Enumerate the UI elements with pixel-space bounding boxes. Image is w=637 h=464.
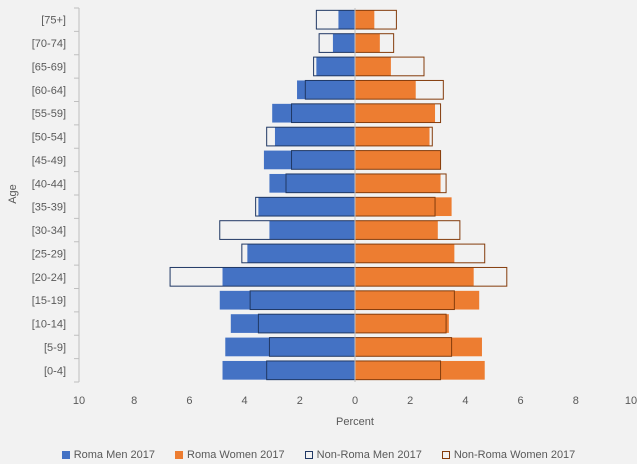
y-tick-label: [15-19]	[32, 295, 66, 307]
x-tick-label: 6	[186, 395, 192, 407]
legend-item-non-roma-women: Non-Roma Women 2017	[441, 449, 576, 461]
roma-women-2017-bar	[355, 33, 380, 53]
roma-men-2017-bar	[269, 173, 355, 193]
roma-men-2017-bar	[269, 220, 355, 240]
x-tick-label: 4	[242, 395, 248, 407]
x-tick-label: 0	[352, 395, 358, 407]
legend-label-roma-men: Roma Men 2017	[73, 449, 156, 461]
legend-item-non-roma-men: Non-Roma Men 2017	[304, 449, 422, 461]
roma-men-2017-bar	[225, 337, 355, 357]
y-tick-label: [25-29]	[32, 248, 66, 260]
legend-swatch-roma-women	[175, 451, 184, 459]
roma-women-2017-bar	[355, 290, 480, 310]
roma-women-2017-bar	[355, 267, 474, 287]
x-tick-label: 2	[297, 395, 303, 407]
roma-men-2017-bar	[258, 197, 355, 217]
x-tick-label: 6	[518, 395, 524, 407]
y-tick-label: [75+]	[41, 15, 66, 27]
y-axis: [0-4] [5-9] [10-14] [15-19] [20-24] [25-29] [3…	[32, 7, 80, 383]
y-tick-label: [45-49]	[32, 155, 66, 167]
y-tick-label: [35-39]	[32, 202, 66, 214]
y-tick-label: [65-69]	[32, 61, 66, 73]
roma-men-2017-bar	[222, 267, 355, 287]
x-axis-title: Percent	[336, 416, 374, 428]
roma-women-2017-bar	[355, 150, 441, 170]
roma-men-2017-bar	[230, 314, 355, 333]
roma-women-2017-bar	[355, 360, 485, 380]
legend-label-roma-women: Roma Women 2017	[187, 449, 285, 461]
legend-item-roma-women: Roma Women 2017	[175, 449, 285, 461]
roma-women-2017-bar	[355, 197, 452, 217]
x-tick-label: 8	[573, 395, 579, 407]
y-tick-label: [20-24]	[32, 272, 66, 284]
roma-women-2017-bar	[355, 80, 416, 100]
y-tick-label: [70-74]	[32, 38, 66, 50]
roma-men-2017-bar	[222, 360, 355, 380]
y-tick-label: [55-59]	[32, 108, 66, 120]
roma-women-2017-bar	[355, 314, 449, 333]
legend-item-roma-men: Roma Men 2017	[61, 449, 156, 461]
legend-swatch-non-roma-men	[304, 451, 313, 459]
legend-swatch-roma-men	[61, 451, 70, 459]
roma-men-2017-bar	[247, 244, 355, 263]
roma-men-2017-bar	[316, 57, 355, 76]
y-tick-label: [30-34]	[32, 225, 66, 237]
roma-men-2017-bar	[274, 127, 355, 146]
y-tick-label: [60-64]	[32, 85, 66, 97]
y-tick-label: [10-14]	[32, 319, 66, 331]
legend-swatch-non-roma-women	[441, 451, 450, 459]
roma-men-2017-bar	[338, 10, 355, 30]
x-tick-label: 10	[73, 395, 85, 407]
x-axis: 10 8 6 4 2 0 2 4 6 8 10	[73, 8, 637, 407]
roma-women-2017-bar	[355, 57, 391, 76]
y-tick-label: [40-44]	[32, 178, 66, 190]
legend-label-non-roma-men: Non-Roma Men 2017	[316, 449, 422, 461]
y-tick-label: [0-4]	[44, 365, 66, 377]
roma-men-2017-bar	[272, 103, 355, 123]
chart-legend: Roma Men 2017 Roma Women 2017 Non-Roma M…	[0, 446, 637, 464]
roma-women-2017-bar	[355, 244, 455, 263]
roma-men-2017-bar	[332, 33, 355, 53]
legend-label-non-roma-women: Non-Roma Women 2017	[453, 449, 576, 461]
y-tick-label: [50-54]	[32, 132, 66, 144]
roma-women-2017-bar	[355, 103, 436, 123]
y-tick-label: [5-9]	[44, 342, 66, 354]
roma-men-2017-bar	[297, 80, 355, 100]
roma-men-2017-bar	[219, 290, 355, 310]
roma-women-2017-bar	[355, 337, 482, 357]
roma-women-2017-bar	[355, 173, 441, 193]
x-tick-label: 10	[625, 395, 637, 407]
roma-women-2017-bar	[355, 10, 375, 30]
roma-women-2017-bar	[355, 127, 430, 146]
x-tick-label: 4	[462, 395, 468, 407]
x-tick-label: 8	[131, 395, 137, 407]
y-axis-title: Age	[7, 184, 19, 204]
roma-bars-layer	[219, 10, 485, 380]
x-tick-label: 2	[407, 395, 413, 407]
roma-women-2017-bar	[355, 220, 438, 240]
roma-men-2017-bar	[263, 150, 355, 170]
